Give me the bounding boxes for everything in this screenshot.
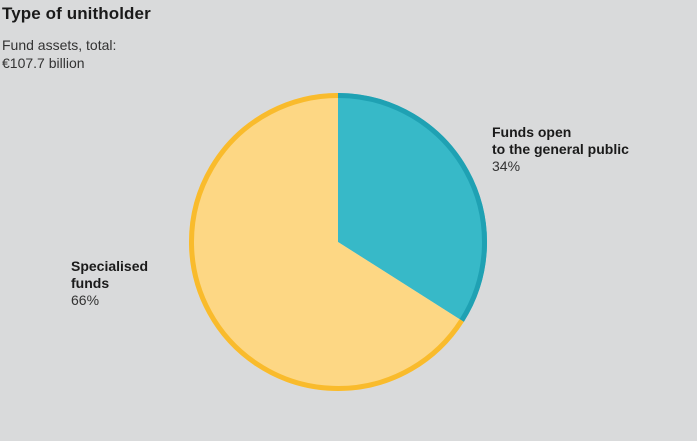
chart-subtitle: Fund assets, total: €107.7 billion bbox=[2, 36, 116, 72]
pie-slice-public-funds-edge bbox=[337, 93, 487, 322]
slice-name-public-funds: Funds open to the general public bbox=[492, 124, 629, 157]
pie-slice-specialised-funds-edge bbox=[189, 93, 464, 391]
pie-slice-specialised-funds bbox=[189, 93, 464, 391]
subtitle-line-2: €107.7 billion bbox=[2, 55, 85, 71]
subtitle-line-1: Fund assets, total: bbox=[2, 37, 117, 53]
chart-title: Type of unitholder bbox=[2, 4, 151, 23]
slice-label-public-funds: Funds open to the general public 34% bbox=[492, 124, 629, 175]
slice-name-specialised-funds: Specialised funds bbox=[71, 258, 149, 291]
slice-value-specialised-funds: 66% bbox=[71, 292, 100, 308]
slice-value-public-funds: 34% bbox=[492, 158, 521, 174]
slice-label-specialised-funds: Specialised funds 66% bbox=[71, 258, 148, 309]
